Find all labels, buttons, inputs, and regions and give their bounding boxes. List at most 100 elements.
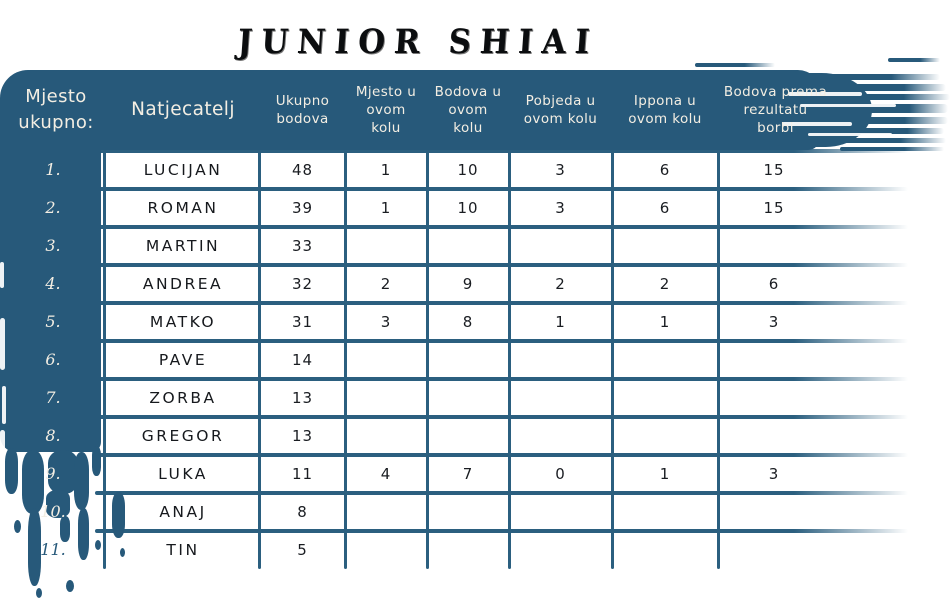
cell-round_wins: 1 [555,313,566,331]
column-header-round-ippons: Ippona u ovom kolu [628,93,702,127]
column-header-total: Ukupno bodova [275,93,330,127]
cell-round_points [427,379,509,417]
cell-round_wins: 3 [555,199,566,217]
cell-round_place [345,493,427,531]
grid-vline [611,149,614,569]
cell-fight_points: 15 [763,161,785,179]
paint-drip [112,492,125,538]
column-header-name: Natjecatelj [131,99,235,120]
brush-streak [836,84,946,91]
paint-drip [78,508,89,560]
grid-vline [717,149,720,569]
paint-drip [46,490,70,518]
cell-total: 5 [297,541,308,559]
paint-splatter [14,520,21,533]
cell-round_wins [509,531,612,569]
cell-round_wins [509,417,612,455]
cell-round_points: 7 [462,465,474,483]
cell-name: LUCIJAN [143,161,223,179]
cell-name: ANAJ [159,503,207,521]
grid-hline [95,301,908,305]
cell-round_ippons: 1 [659,465,671,483]
brush-streak [848,128,944,134]
column-header-fight-points: Bodova prema rezultatu borbi [723,84,828,136]
column-header-round-wins: Pobjeda u ovom kolu [523,93,598,127]
cell-total: 32 [291,275,314,293]
paint-drip [28,508,41,586]
cell-round_ippons [612,227,718,265]
brush-gap [0,262,4,288]
cell-name: LUKA [158,465,208,483]
cell-round_points [427,493,509,531]
cell-round_wins [509,493,612,531]
paint-drip [74,452,89,510]
cell-round_points: 9 [462,275,474,293]
cell-round_ippons [612,341,718,379]
grid-hline [95,491,908,495]
cell-name: ZORBA [149,389,217,407]
brush-gap [800,104,896,107]
rank-cell: 7. [45,388,61,407]
cell-fight_points [718,227,830,265]
cell-fight_points: 3 [768,465,780,483]
grid-vline [426,149,429,569]
cell-round_points: 10 [457,161,479,179]
brush-gap [0,430,5,470]
cell-fight_points: 3 [768,313,780,331]
grid-hline [95,187,908,191]
rank-cell: 8. [45,426,61,445]
cell-total: 13 [291,389,314,407]
cell-total: 31 [291,313,314,331]
grid-hline [95,377,908,381]
grid-hline [95,339,908,343]
column-header-rank: Mjesto ukupno: [18,86,94,133]
grid-hline [95,149,908,153]
cell-fight_points [718,379,830,417]
paint-splatter [120,548,125,557]
grid-hline [95,263,908,267]
cell-round_place [345,417,427,455]
grid-vline [258,149,261,569]
page-title: JUNIOR SHIAI [236,22,600,62]
brush-streak [840,147,944,151]
cell-round_ippons [612,531,718,569]
brush-streak [834,117,948,124]
grid-hline [95,453,908,457]
paint-drip [48,450,78,494]
cell-round_wins [509,341,612,379]
cell-name: TIN [166,541,200,559]
grid-vline [508,149,511,569]
cell-round_points: 10 [457,199,479,217]
cell-round_points: 8 [462,313,474,331]
cell-name: PAVE [158,351,208,369]
brush-streak [826,138,946,143]
cell-round_points [427,531,509,569]
cell-round_ippons: 1 [659,313,671,331]
cell-name: ANDREA [142,275,224,293]
cell-name: GREGOR [141,427,225,445]
cell-fight_points [718,417,830,455]
cell-name: MATKO [149,313,217,331]
brush-gap [2,386,6,424]
paint-splatter [66,580,74,592]
paint-drip [60,516,70,542]
paint-splatter [95,540,101,550]
cell-fight_points: 6 [768,275,780,293]
rank-cell: 5. [45,312,61,331]
cell-fight_points [718,341,830,379]
paint-drip [92,446,101,476]
cell-total: 11 [291,465,314,483]
cell-round_points [427,341,509,379]
cell-round_place [345,531,427,569]
cell-round_place: 1 [380,199,392,217]
cell-name: ROMAN [147,199,219,217]
cell-total: 48 [291,161,314,179]
cell-fight_points [718,493,830,531]
cell-total: 39 [291,199,314,217]
rank-cell: 2. [45,198,61,217]
brush-gap [0,318,5,370]
cell-round_place: 1 [380,161,392,179]
brush-streak [846,104,948,113]
cell-round_place [345,341,427,379]
